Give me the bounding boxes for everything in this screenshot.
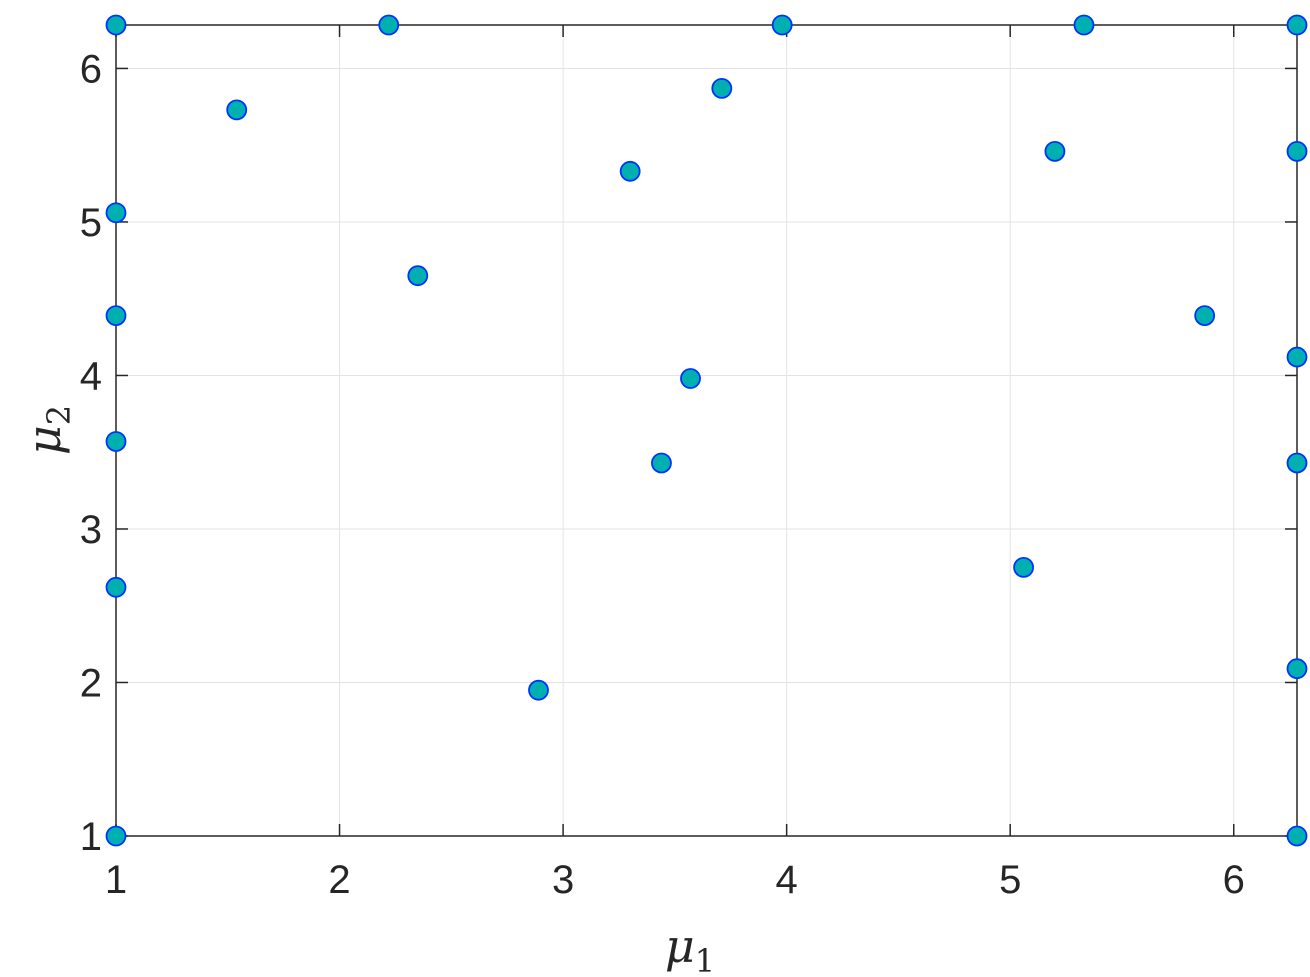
x-tick-label: 3 xyxy=(552,858,574,902)
scatter-point xyxy=(105,202,127,224)
scatter-point xyxy=(1286,346,1308,368)
y-axis-label: μ2 xyxy=(17,405,78,455)
scatter-point xyxy=(105,14,127,36)
scatter-point xyxy=(1286,825,1308,847)
scatter-point xyxy=(407,265,429,287)
scatter-point xyxy=(378,14,400,36)
scatter-point xyxy=(1194,305,1216,326)
y-tick-label: 6 xyxy=(80,47,102,91)
scatter-point xyxy=(1013,556,1035,578)
y-tick-label: 3 xyxy=(80,508,102,552)
scatter-point xyxy=(771,14,793,36)
y-axis-label-subscript: 2 xyxy=(40,405,78,425)
scatter-point xyxy=(528,679,549,701)
x-tick-label: 5 xyxy=(999,858,1021,902)
scatter-point xyxy=(1286,452,1308,474)
scatter-point xyxy=(105,305,127,326)
scatter-point xyxy=(105,431,127,452)
y-tick-label: 5 xyxy=(80,201,102,245)
scatter-point xyxy=(651,452,672,474)
x-tick-label: 6 xyxy=(1223,858,1245,902)
scatter-point xyxy=(1286,658,1308,680)
x-axis-label-subscript: 1 xyxy=(695,942,715,977)
y-tick-label: 2 xyxy=(80,661,102,705)
scatter-point xyxy=(1044,140,1066,162)
y-tick-label: 1 xyxy=(80,815,102,859)
y-axis-label-symbol: μ xyxy=(17,425,71,455)
x-tick-label: 2 xyxy=(328,858,350,902)
scatter-point xyxy=(680,368,701,389)
x-tick-labels: 1 2 3 4 5 6 xyxy=(105,858,1245,902)
plot-area xyxy=(116,25,1297,836)
scatter-point xyxy=(1073,14,1095,36)
scatter-point xyxy=(226,99,248,121)
scatter-point xyxy=(711,78,733,99)
scatter-point xyxy=(105,576,127,598)
x-tick-label: 1 xyxy=(105,858,127,902)
x-axis-label: μ1 xyxy=(665,919,715,977)
x-axis-label-symbol: μ xyxy=(665,919,695,973)
plot-border xyxy=(115,24,1298,837)
scatter-point xyxy=(1286,14,1308,36)
scatter-point xyxy=(619,160,641,182)
y-tick-label: 4 xyxy=(80,354,102,398)
data-points xyxy=(105,14,1308,847)
x-tick-label: 4 xyxy=(776,858,798,902)
scatter-point xyxy=(1286,140,1308,162)
scatter-point xyxy=(105,825,127,847)
y-tick-labels: 1 2 3 4 5 6 xyxy=(80,47,102,859)
